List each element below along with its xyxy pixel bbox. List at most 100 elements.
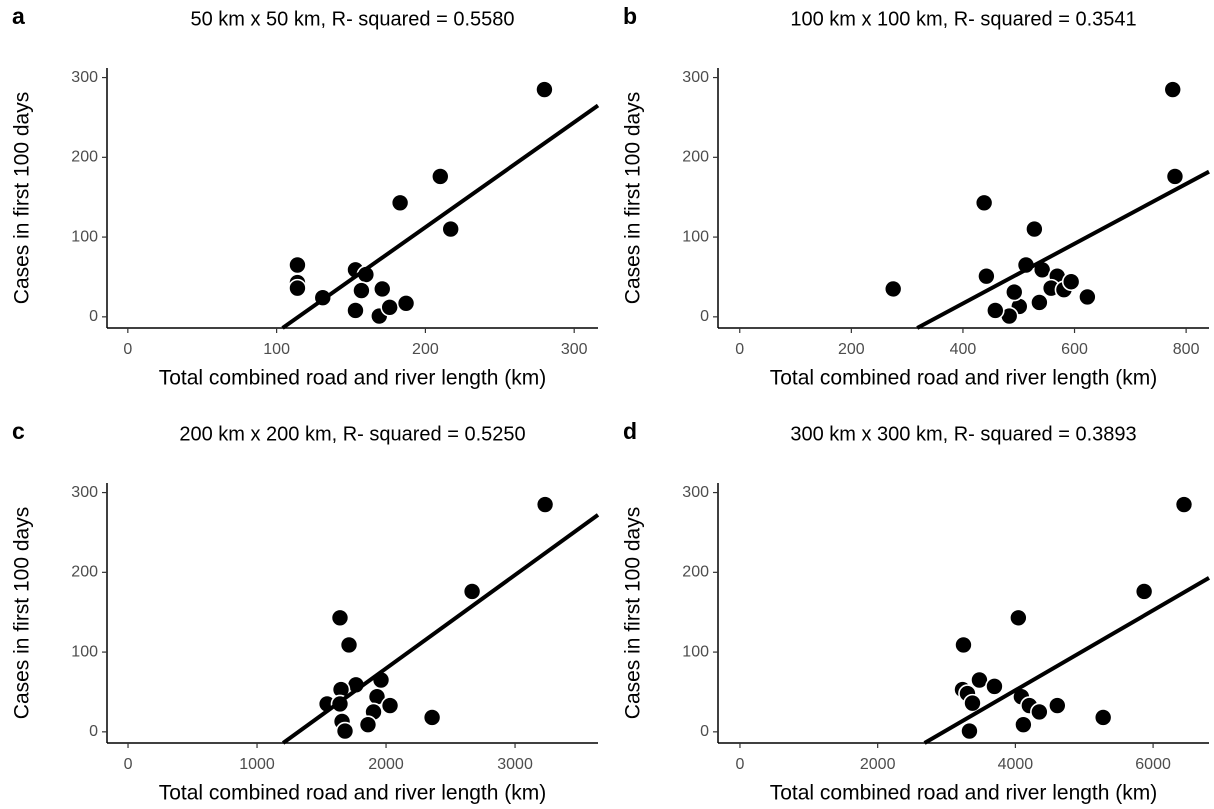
scatter-point — [974, 193, 994, 213]
trend-line — [916, 169, 1210, 330]
scatter-point — [1093, 708, 1113, 727]
scatter-point — [346, 301, 365, 320]
trend-line — [923, 576, 1211, 745]
x-tick-label: 0 — [123, 341, 132, 358]
scatter-point — [380, 696, 400, 715]
y-tick-label: 100 — [682, 228, 709, 245]
x-tick-label: 100 — [263, 341, 290, 358]
scatter-point — [535, 80, 554, 99]
x-tick-label: 1000 — [239, 756, 275, 773]
x-tick-label: 6000 — [1135, 756, 1171, 773]
panel: a 50 km x 50 km, R- squared = 0.5580 Total… — [11, 3, 600, 390]
x-tick-label: 0 — [736, 756, 745, 773]
y-tick-label: 0 — [700, 308, 709, 325]
scatter-point — [422, 708, 442, 727]
panel-title: 50 km x 50 km, R- squared = 0.5580 — [190, 8, 514, 30]
y-tick-label: 0 — [89, 723, 98, 740]
x-tick-label: 600 — [1061, 341, 1088, 358]
scatter-point — [977, 266, 996, 286]
scatter-point — [330, 608, 350, 628]
scatter-point — [441, 219, 461, 239]
y-tick-label: 300 — [71, 69, 98, 86]
scatter-point — [372, 279, 392, 299]
panel-label: b — [623, 3, 637, 29]
y-tick-label: 100 — [71, 643, 98, 660]
panel: c 200 km x 200 km, R- squared = 0.5250 Tot… — [11, 418, 600, 805]
x-tick-label: 2000 — [860, 756, 896, 773]
scatter-point — [986, 301, 1005, 320]
trend-line — [281, 103, 600, 330]
scatter-point — [1030, 293, 1049, 312]
x-tick-label: 2000 — [368, 756, 404, 773]
x-tick-label: 0 — [735, 341, 744, 358]
x-axis-title: Total combined road and river length (km… — [159, 367, 547, 390]
scatter-point — [335, 721, 355, 741]
scatter-point — [288, 255, 307, 275]
x-axis-title: Total combined road and river length (km… — [770, 782, 1158, 805]
x-tick-label: 200 — [412, 341, 439, 358]
panel-label: d — [623, 418, 637, 444]
x-tick-label: 4000 — [998, 756, 1034, 773]
y-tick-label: 100 — [682, 643, 709, 660]
scatter-point — [288, 278, 307, 298]
scatter-point — [960, 721, 979, 741]
scatter-point — [1014, 715, 1033, 734]
scatter-point — [883, 279, 903, 299]
scatter-point — [1004, 282, 1024, 302]
panel-title: 300 km x 300 km, R- squared = 0.3893 — [790, 423, 1136, 445]
scatter-point — [1030, 702, 1049, 722]
scatter-point — [380, 297, 399, 317]
scatter-point — [1078, 287, 1097, 307]
scatter-point — [1009, 608, 1028, 628]
scatter-point — [1134, 582, 1154, 601]
y-axis-title: Cases in first 100 days — [622, 507, 645, 719]
scatter-point — [963, 693, 982, 713]
y-tick-label: 200 — [71, 564, 98, 581]
x-axis-title: Total combined road and river length (km… — [159, 782, 547, 805]
y-tick-label: 200 — [682, 149, 709, 166]
scatter-point — [1165, 167, 1185, 186]
scatter-point — [1174, 495, 1194, 514]
y-axis-title: Cases in first 100 days — [622, 92, 645, 304]
panel-label: c — [12, 418, 25, 444]
panel-title: 100 km x 100 km, R- squared = 0.3541 — [790, 8, 1136, 30]
scatter-point — [954, 635, 973, 655]
x-axis-title: Total combined road and river length (km… — [770, 367, 1158, 390]
x-tick-label: 800 — [1173, 341, 1200, 358]
y-tick-label: 100 — [71, 228, 98, 245]
scatter-point — [1025, 219, 1044, 239]
scatter-point — [430, 167, 450, 186]
scatter-point — [352, 281, 371, 300]
panel-label: a — [12, 3, 25, 29]
panel: b 100 km x 100 km, R- squared = 0.3541 Tot… — [622, 3, 1210, 390]
scatter-point — [358, 715, 378, 734]
y-tick-label: 300 — [682, 69, 709, 86]
y-axis-title: Cases in first 100 days — [11, 92, 34, 304]
scatter-point — [390, 193, 410, 213]
scatter-point — [985, 677, 1004, 696]
y-tick-label: 300 — [71, 484, 98, 501]
scatter-point — [1061, 272, 1081, 292]
scatter-point — [1048, 696, 1067, 715]
x-tick-label: 400 — [950, 341, 977, 358]
panel-title: 200 km x 200 km, R- squared = 0.5250 — [179, 423, 525, 445]
panel: d 300 km x 300 km, R- squared = 0.3893 Tot… — [622, 418, 1211, 805]
trend-line — [281, 513, 600, 745]
scatter-point — [339, 635, 359, 655]
x-tick-label: 3000 — [497, 756, 533, 773]
scatter-point — [535, 495, 555, 514]
x-tick-label: 200 — [838, 341, 865, 358]
y-tick-label: 200 — [682, 564, 709, 581]
scatter-point — [462, 582, 482, 601]
x-tick-label: 300 — [561, 341, 588, 358]
x-tick-label: 0 — [124, 756, 133, 773]
y-tick-label: 0 — [89, 308, 98, 325]
scatter-point — [1163, 80, 1183, 99]
scatter-point — [396, 293, 416, 313]
y-tick-label: 0 — [700, 723, 709, 740]
y-tick-label: 200 — [71, 149, 98, 166]
y-tick-label: 300 — [682, 484, 709, 501]
y-axis-title: Cases in first 100 days — [11, 507, 34, 719]
